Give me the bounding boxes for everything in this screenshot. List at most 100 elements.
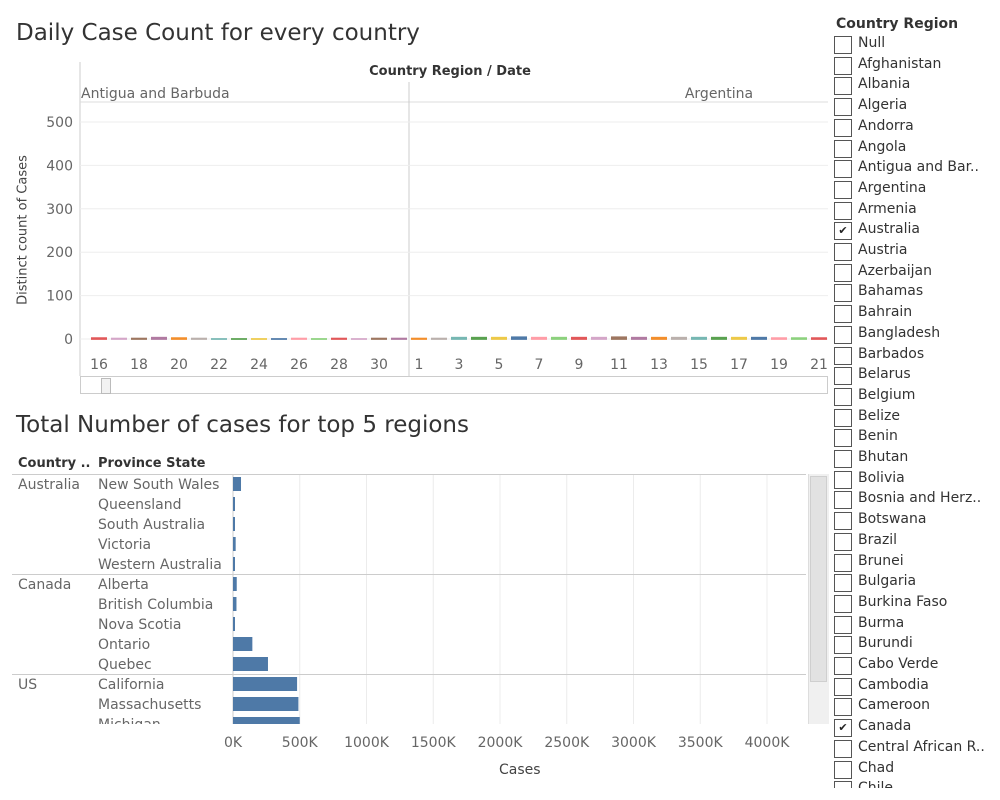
checkbox[interactable] [834, 677, 852, 696]
filter-option[interactable]: Cabo Verde [834, 655, 994, 676]
y-tick-label: 200 [46, 245, 73, 261]
filter-option[interactable]: Antigua and Bar.. [834, 158, 994, 179]
checkbox[interactable] [834, 346, 852, 365]
daily-bar [171, 337, 187, 340]
filter-option[interactable]: Belgium [834, 386, 994, 407]
col-province-header[interactable]: Province State [98, 456, 206, 471]
daily-bar [411, 337, 427, 340]
scroll-thumb[interactable] [101, 378, 111, 394]
filter-option[interactable]: Barbados [834, 345, 994, 366]
checkbox[interactable] [834, 615, 852, 634]
filter-option[interactable]: Cambodia [834, 676, 994, 697]
filter-option[interactable]: Bhutan [834, 448, 994, 469]
checkbox[interactable] [834, 781, 852, 788]
filter-option[interactable]: Andorra [834, 117, 994, 138]
filter-option[interactable]: Botswana [834, 510, 994, 531]
filter-option[interactable]: Algeria [834, 96, 994, 117]
bottom-chart-xlabel: Cases [499, 762, 541, 778]
province-label: Nova Scotia [98, 617, 181, 633]
filter-option[interactable]: Benin [834, 427, 994, 448]
filter-option[interactable]: Austria [834, 241, 994, 262]
filter-option[interactable]: Azerbaijan [834, 262, 994, 283]
filter-option[interactable]: Belarus [834, 365, 994, 386]
checkbox-checked[interactable]: ✔ [834, 719, 852, 738]
daily-bar [591, 336, 607, 340]
checkbox[interactable] [834, 139, 852, 158]
bottom-chart-vscroll[interactable] [808, 474, 829, 724]
checkbox[interactable] [834, 201, 852, 220]
filter-option-label: Chile [858, 780, 893, 788]
checkbox[interactable] [834, 243, 852, 261]
filter-option-label: Algeria [858, 97, 908, 114]
filter-option[interactable]: Belize [834, 407, 994, 428]
checkbox[interactable] [834, 636, 852, 655]
checkbox[interactable] [834, 387, 852, 406]
checkbox[interactable] [834, 180, 852, 199]
checkbox[interactable] [834, 574, 852, 593]
checkbox[interactable] [834, 532, 852, 551]
panel-label: Argentina [685, 86, 753, 102]
checkbox[interactable] [834, 284, 852, 303]
checkbox[interactable] [834, 698, 852, 717]
col-country-header[interactable]: Country .. [18, 456, 91, 471]
checkbox[interactable] [834, 429, 852, 448]
filter-option[interactable]: Chile [834, 779, 994, 788]
checkbox[interactable] [834, 160, 852, 179]
filter-option[interactable]: Bahrain [834, 303, 994, 324]
checkbox[interactable] [834, 367, 852, 386]
filter-option[interactable]: Bahamas [834, 282, 994, 303]
filter-option[interactable]: Bulgaria [834, 572, 994, 593]
top-chart-scrollbar[interactable] [80, 376, 828, 394]
filter-option[interactable]: Burma [834, 614, 994, 635]
checkbox[interactable] [834, 36, 852, 54]
checkbox[interactable] [834, 408, 852, 427]
filter-option[interactable]: ✔ Australia [834, 220, 994, 241]
checkbox-checked[interactable]: ✔ [834, 222, 852, 241]
filter-option[interactable]: Argentina [834, 179, 994, 200]
x-tick-label: 11 [610, 357, 628, 373]
filter-option[interactable]: Central African R.. [834, 738, 994, 759]
checkbox[interactable] [834, 77, 852, 96]
checkbox[interactable] [834, 512, 852, 531]
filter-option[interactable]: Brazil [834, 531, 994, 552]
filter-option[interactable]: Bangladesh [834, 324, 994, 345]
daily-bar [231, 338, 247, 340]
filter-option[interactable]: Burundi [834, 634, 994, 655]
daily-case-chart: 0 100 200 300 400 500 Antigua and Barbuda 16 18 2… [46, 62, 828, 376]
vscroll-thumb[interactable] [810, 476, 827, 682]
bottom-chart-body: Australia New South Wales Queensland South … [12, 474, 806, 724]
filter-option[interactable]: Angola [834, 138, 994, 159]
checkbox[interactable] [834, 98, 852, 117]
filter-option[interactable]: Brunei [834, 552, 994, 573]
checkbox[interactable] [834, 657, 852, 675]
province-label: New South Wales [98, 477, 219, 493]
checkbox[interactable] [834, 760, 852, 779]
filter-option[interactable]: Burkina Faso [834, 593, 994, 614]
filter-option[interactable]: ✔ Canada [834, 717, 994, 738]
x-tick-label: 0K [224, 735, 243, 751]
checkbox[interactable] [834, 263, 852, 282]
checkbox[interactable] [834, 470, 852, 489]
checkbox[interactable] [834, 56, 852, 75]
checkbox[interactable] [834, 739, 852, 758]
checkbox[interactable] [834, 594, 852, 613]
checkbox[interactable] [834, 118, 852, 137]
filter-option-label: Andorra [858, 117, 914, 134]
checkbox[interactable] [834, 325, 852, 344]
filter-option[interactable]: Afghanistan [834, 55, 994, 76]
filter-option[interactable]: Bolivia [834, 469, 994, 490]
checkbox[interactable] [834, 450, 852, 468]
filter-option[interactable]: Null [834, 34, 994, 55]
province-label: California [98, 677, 164, 693]
filter-option[interactable]: Armenia [834, 200, 994, 221]
filter-option[interactable]: Albania [834, 75, 994, 96]
filter-option[interactable]: Cameroon [834, 696, 994, 717]
checkbox[interactable] [834, 491, 852, 510]
checkbox[interactable] [834, 553, 852, 572]
filter-option[interactable]: Chad [834, 759, 994, 780]
filter-option-label: Botswana [858, 511, 927, 528]
daily-bar [631, 336, 647, 340]
filter-option[interactable]: Bosnia and Herz.. [834, 489, 994, 510]
checkbox[interactable] [834, 305, 852, 324]
bottom-chart-xaxis: 0K 500K 1000K 1500K 2000K 2500K 3000K 3500K 4000… [224, 735, 790, 751]
